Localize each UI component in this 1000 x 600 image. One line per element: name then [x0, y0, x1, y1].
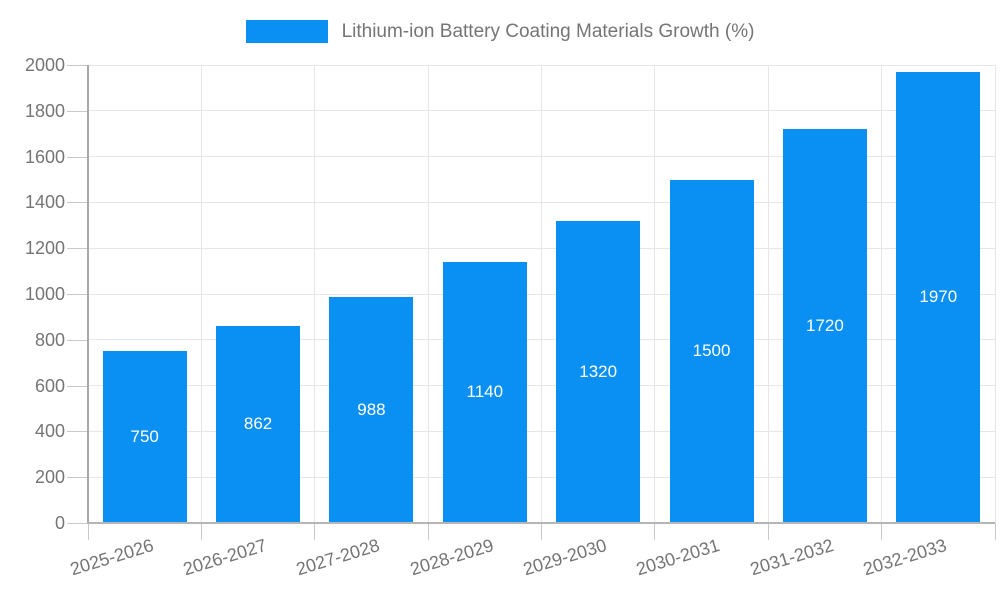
bar-value-label: 1140 — [466, 382, 504, 402]
x-gridline — [314, 65, 316, 523]
x-axis-line — [88, 522, 995, 524]
y-axis-tick — [67, 477, 88, 479]
x-axis-tick — [427, 523, 429, 540]
x-axis-category-label: 2032-2033 — [860, 535, 950, 580]
y-axis-tick — [67, 110, 88, 112]
x-gridline — [881, 65, 883, 523]
y-axis-tick — [67, 294, 88, 295]
x-axis-category-label: 2031-2032 — [747, 535, 836, 580]
y-axis-tick-label: 2000 — [24, 55, 65, 75]
y-axis-tick — [67, 523, 88, 524]
x-axis-tick — [994, 523, 996, 540]
x-axis-tick — [767, 523, 769, 540]
x-axis-category-label: 2026-2027 — [180, 535, 269, 580]
x-gridline — [200, 65, 202, 523]
x-axis-category-label: 2025-2026 — [67, 535, 156, 580]
x-gridline — [767, 65, 769, 523]
bar-2029-2030[interactable]: 1320 — [556, 220, 641, 523]
bar-2026-2027[interactable]: 862 — [216, 325, 301, 523]
bar-value-label: 1970 — [919, 287, 958, 307]
y-axis-tick-label: 0 — [54, 513, 65, 533]
y-axis-tick-label: 1800 — [24, 100, 65, 121]
bar-2031-2032[interactable]: 1720 — [782, 129, 867, 523]
bar-2032-2033[interactable]: 1970 — [896, 71, 981, 523]
x-axis-category-label: 2028-2029 — [407, 535, 496, 580]
bar-2027-2028[interactable]: 988 — [329, 296, 414, 523]
y-axis-tick-label: 1600 — [24, 146, 65, 167]
y-axis-tick — [67, 156, 88, 158]
x-axis-tick — [200, 523, 202, 540]
x-gridline — [427, 65, 429, 523]
y-axis-tick-label: 1400 — [24, 192, 65, 213]
bar-2028-2029[interactable]: 1140 — [442, 261, 527, 523]
x-gridline — [994, 65, 996, 523]
y-axis-tick — [67, 339, 88, 341]
y-axis-line — [87, 65, 89, 523]
y-axis-tick — [67, 202, 88, 204]
bar-value-label: 1320 — [579, 361, 618, 381]
x-axis-tick — [881, 523, 883, 540]
bar-value-label: 988 — [357, 399, 386, 419]
bar-2030-2031[interactable]: 1500 — [669, 179, 754, 523]
legend-label: Lithium-ion Battery Coating Materials Gr… — [341, 20, 755, 42]
y-axis-tick-label: 1000 — [24, 284, 65, 304]
x-gridline — [541, 65, 542, 523]
x-axis-category-label: 2027-2028 — [294, 535, 383, 580]
x-axis-tick — [87, 523, 89, 540]
y-axis-tick — [67, 65, 88, 66]
y-axis-tick-label: 800 — [34, 329, 65, 350]
x-axis-tick — [314, 523, 316, 540]
y-axis-tick — [67, 431, 88, 433]
y-axis-tick — [67, 248, 88, 250]
y-axis-tick-label: 1200 — [24, 238, 65, 259]
bar-value-label: 1500 — [692, 341, 731, 361]
bar-value-label: 862 — [243, 414, 273, 434]
x-axis-tick — [654, 523, 656, 540]
y-axis-tick — [67, 385, 88, 387]
legend: Lithium-ion Battery Coating Materials Gr… — [0, 20, 1000, 43]
legend-swatch[interactable] — [245, 20, 328, 43]
x-axis-tick — [541, 523, 542, 540]
y-axis-tick-label: 600 — [34, 375, 65, 396]
x-axis-category-label: 2030-2031 — [634, 535, 723, 580]
x-gridline — [654, 65, 656, 523]
y-axis-tick-label: 200 — [34, 467, 65, 488]
bar-value-label: 1720 — [806, 316, 844, 336]
x-axis-category-label: 2029-2030 — [520, 535, 610, 580]
bar-value-label: 750 — [130, 427, 159, 447]
y-axis-tick-label: 400 — [34, 421, 65, 442]
bar-2025-2026[interactable]: 750 — [102, 351, 187, 523]
